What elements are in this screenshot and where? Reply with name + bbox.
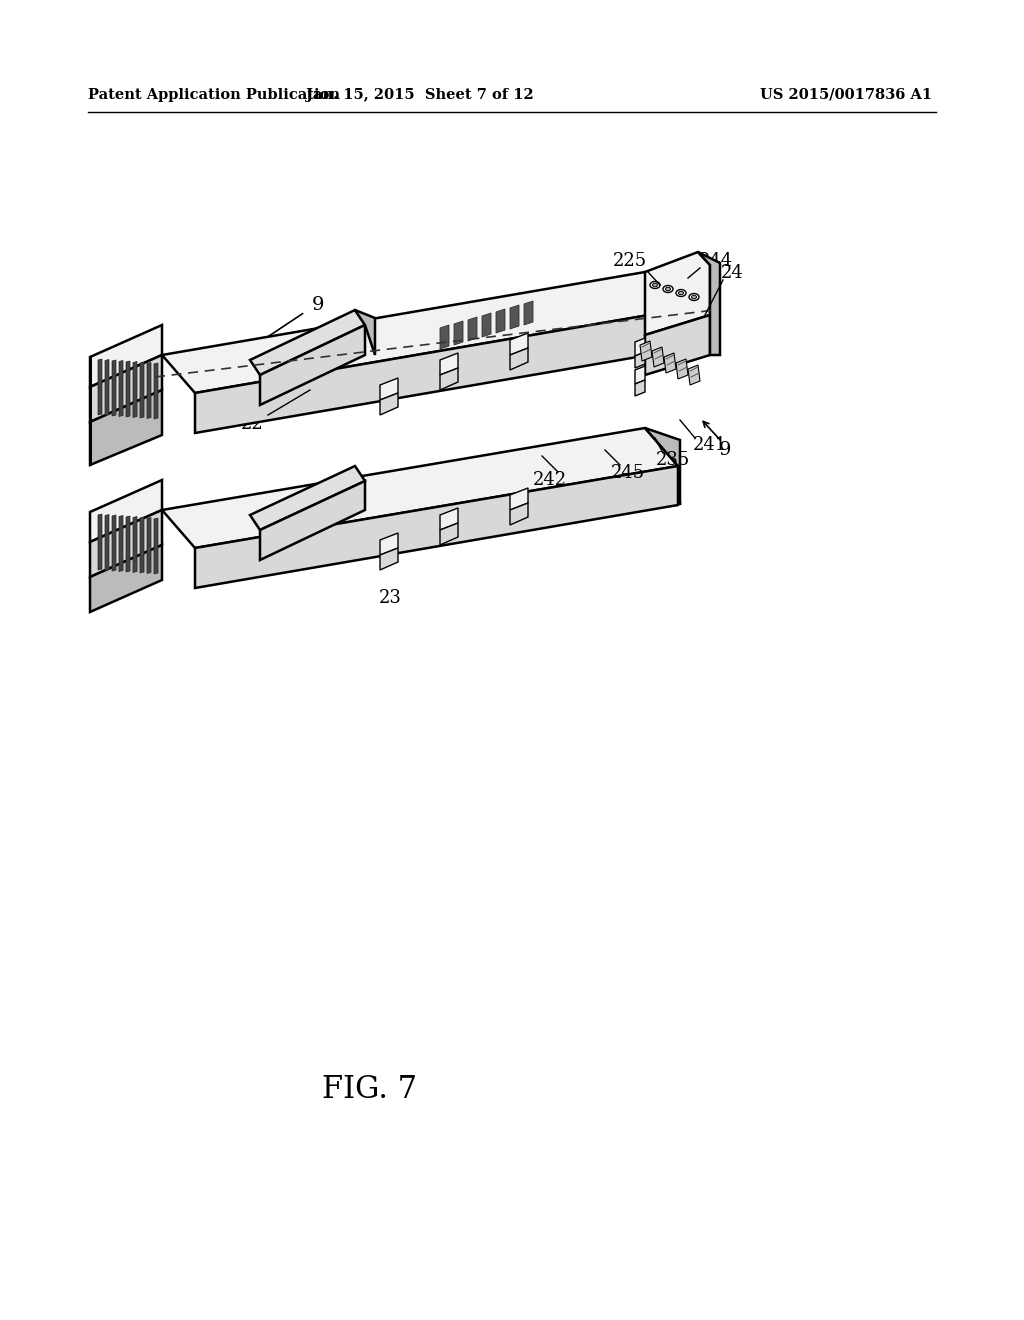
Polygon shape <box>482 313 490 337</box>
Polygon shape <box>380 393 398 414</box>
Polygon shape <box>440 368 458 389</box>
Polygon shape <box>380 378 398 400</box>
Polygon shape <box>112 360 116 416</box>
Text: US 2015/0017836 A1: US 2015/0017836 A1 <box>760 88 932 102</box>
Polygon shape <box>380 548 398 570</box>
Polygon shape <box>635 352 645 368</box>
Text: Jan. 15, 2015  Sheet 7 of 12: Jan. 15, 2015 Sheet 7 of 12 <box>306 88 534 102</box>
Polygon shape <box>195 310 678 433</box>
Polygon shape <box>355 310 375 355</box>
Polygon shape <box>119 360 123 417</box>
Ellipse shape <box>663 285 673 293</box>
Ellipse shape <box>650 281 660 289</box>
Text: 245: 245 <box>611 465 645 482</box>
Ellipse shape <box>666 288 671 290</box>
Text: 242: 242 <box>532 471 567 488</box>
Polygon shape <box>652 347 664 367</box>
Polygon shape <box>635 338 645 356</box>
Text: 244: 244 <box>699 252 733 271</box>
Text: FIG. 7: FIG. 7 <box>323 1074 418 1106</box>
Polygon shape <box>98 359 102 414</box>
Polygon shape <box>140 362 144 418</box>
Polygon shape <box>133 516 137 573</box>
Polygon shape <box>90 325 162 387</box>
Ellipse shape <box>689 293 699 301</box>
Text: 241: 241 <box>693 436 727 454</box>
Polygon shape <box>640 341 652 360</box>
Polygon shape <box>645 428 680 506</box>
Polygon shape <box>133 362 137 417</box>
Polygon shape <box>126 516 130 572</box>
Polygon shape <box>90 510 162 577</box>
Text: 23: 23 <box>379 589 401 607</box>
Polygon shape <box>635 366 645 384</box>
Polygon shape <box>510 333 528 355</box>
Polygon shape <box>90 355 162 422</box>
Polygon shape <box>140 517 144 573</box>
Polygon shape <box>162 272 678 393</box>
Text: Patent Application Publication: Patent Application Publication <box>88 88 340 102</box>
Polygon shape <box>119 516 123 572</box>
Polygon shape <box>510 348 528 370</box>
Polygon shape <box>676 359 688 379</box>
Polygon shape <box>98 513 102 570</box>
Polygon shape <box>454 321 463 345</box>
Polygon shape <box>90 545 162 612</box>
Polygon shape <box>510 305 519 329</box>
Text: 22: 22 <box>241 414 263 433</box>
Polygon shape <box>260 325 365 405</box>
Polygon shape <box>147 517 151 573</box>
Polygon shape <box>195 466 678 587</box>
Polygon shape <box>524 301 534 325</box>
Polygon shape <box>440 352 458 375</box>
Polygon shape <box>154 517 158 574</box>
Text: 235: 235 <box>656 451 690 469</box>
Polygon shape <box>440 508 458 531</box>
Polygon shape <box>440 325 449 348</box>
Polygon shape <box>635 380 645 396</box>
Text: 225: 225 <box>613 252 647 271</box>
Polygon shape <box>112 515 116 572</box>
Polygon shape <box>510 503 528 525</box>
Polygon shape <box>645 252 710 335</box>
Ellipse shape <box>679 292 683 294</box>
Text: 9: 9 <box>311 296 325 314</box>
Ellipse shape <box>676 289 686 297</box>
Polygon shape <box>154 363 158 418</box>
Polygon shape <box>664 352 676 374</box>
Polygon shape <box>126 360 130 417</box>
Polygon shape <box>440 523 458 545</box>
Polygon shape <box>496 309 505 333</box>
Text: 9: 9 <box>719 441 731 459</box>
Polygon shape <box>645 315 710 375</box>
Polygon shape <box>260 480 365 560</box>
Polygon shape <box>105 515 109 570</box>
Text: 24: 24 <box>721 264 743 282</box>
Polygon shape <box>90 480 162 543</box>
Polygon shape <box>90 389 162 465</box>
Polygon shape <box>147 363 151 418</box>
Polygon shape <box>380 533 398 554</box>
Polygon shape <box>162 428 678 548</box>
Polygon shape <box>698 252 720 355</box>
Ellipse shape <box>652 284 657 286</box>
Polygon shape <box>688 366 700 385</box>
Polygon shape <box>105 359 109 416</box>
Ellipse shape <box>691 296 696 298</box>
Polygon shape <box>250 466 365 531</box>
Polygon shape <box>250 310 365 375</box>
Polygon shape <box>468 317 477 341</box>
Polygon shape <box>510 488 528 510</box>
